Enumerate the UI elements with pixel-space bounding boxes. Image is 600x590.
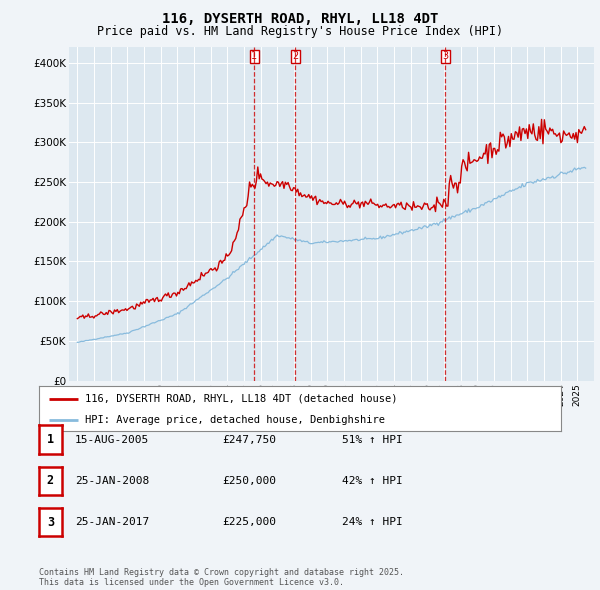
Text: Price paid vs. HM Land Registry's House Price Index (HPI): Price paid vs. HM Land Registry's House … xyxy=(97,25,503,38)
Text: 2: 2 xyxy=(47,474,54,487)
Text: 1: 1 xyxy=(47,433,54,446)
Text: 3: 3 xyxy=(442,51,448,61)
Text: 42% ↑ HPI: 42% ↑ HPI xyxy=(342,476,403,486)
Text: 24% ↑ HPI: 24% ↑ HPI xyxy=(342,517,403,527)
Text: £225,000: £225,000 xyxy=(222,517,276,527)
Text: £250,000: £250,000 xyxy=(222,476,276,486)
Text: 116, DYSERTH ROAD, RHYL, LL18 4DT (detached house): 116, DYSERTH ROAD, RHYL, LL18 4DT (detac… xyxy=(85,394,397,404)
Text: 25-JAN-2017: 25-JAN-2017 xyxy=(75,517,149,527)
Text: £247,750: £247,750 xyxy=(222,435,276,444)
Text: Contains HM Land Registry data © Crown copyright and database right 2025.
This d: Contains HM Land Registry data © Crown c… xyxy=(39,568,404,587)
Text: 25-JAN-2008: 25-JAN-2008 xyxy=(75,476,149,486)
Text: 3: 3 xyxy=(47,516,54,529)
Text: HPI: Average price, detached house, Denbighshire: HPI: Average price, detached house, Denb… xyxy=(85,415,385,425)
Text: 2: 2 xyxy=(292,51,298,61)
Text: 1: 1 xyxy=(251,51,257,61)
Text: 15-AUG-2005: 15-AUG-2005 xyxy=(75,435,149,444)
Text: 51% ↑ HPI: 51% ↑ HPI xyxy=(342,435,403,444)
Text: 116, DYSERTH ROAD, RHYL, LL18 4DT: 116, DYSERTH ROAD, RHYL, LL18 4DT xyxy=(162,12,438,26)
